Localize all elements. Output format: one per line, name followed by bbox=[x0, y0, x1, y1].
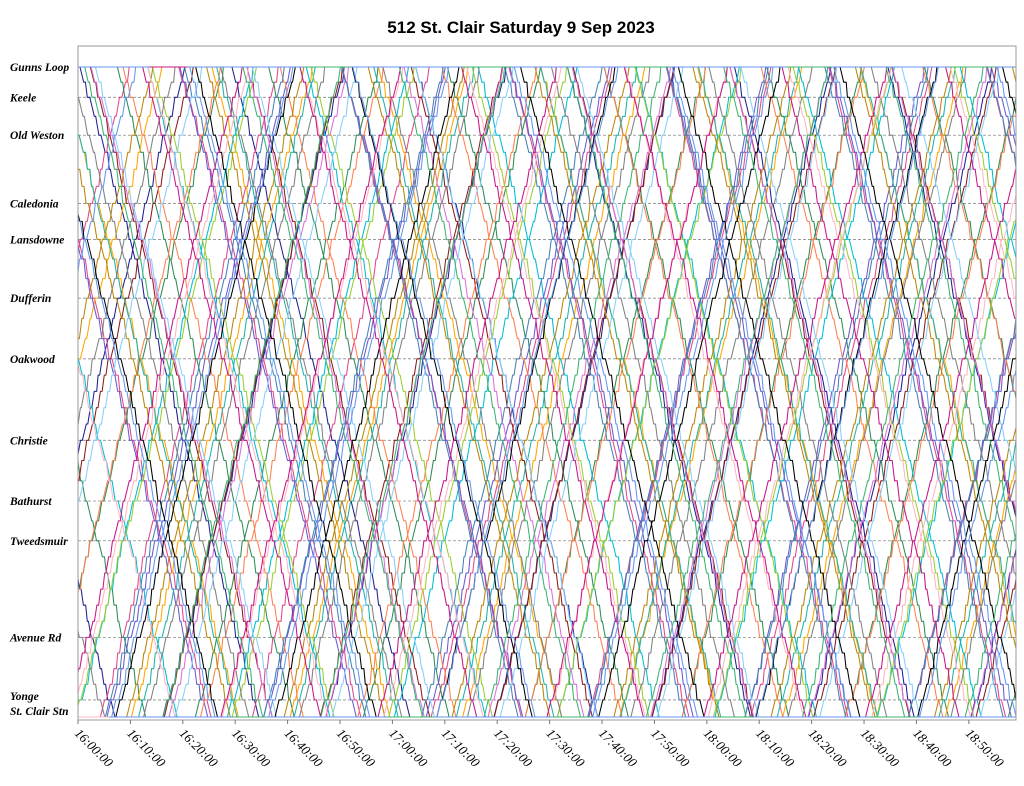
x-tick-label: 16:20:00 bbox=[177, 726, 222, 771]
station-label: Oakwood bbox=[10, 354, 55, 366]
station-labels: Gunns Loop Keele Old Weston Caledonia Lansdo… bbox=[9, 62, 69, 718]
trip-line bbox=[78, 66, 1016, 718]
x-tick-label: 17:40:00 bbox=[596, 726, 641, 771]
x-tick-label: 18:40:00 bbox=[910, 726, 955, 771]
trip-line bbox=[78, 66, 1016, 718]
trip-line bbox=[78, 66, 1016, 718]
x-tick-label: 16:10:00 bbox=[124, 726, 169, 771]
station-label: Gunns Loop bbox=[10, 62, 69, 74]
x-tick-label: 16:30:00 bbox=[229, 726, 274, 771]
x-tick-label: 18:20:00 bbox=[806, 726, 851, 771]
x-tick-label: 18:00:00 bbox=[701, 726, 746, 771]
x-tick-label: 16:40:00 bbox=[281, 726, 326, 771]
x-tick-label: 18:30:00 bbox=[858, 726, 903, 771]
trip-lines bbox=[78, 66, 1016, 718]
station-label: Christie bbox=[10, 435, 48, 447]
x-tick-label: 17:10:00 bbox=[439, 726, 484, 771]
x-tick-label: 17:20:00 bbox=[491, 726, 536, 771]
station-label: Avenue Rd bbox=[9, 632, 61, 644]
x-tick-label: 17:00:00 bbox=[386, 726, 431, 771]
station-label: Tweedsmuir bbox=[10, 536, 68, 548]
x-tick-label: 18:10:00 bbox=[753, 726, 798, 771]
x-tick-label: 16:00:00 bbox=[72, 726, 117, 771]
plot-frame bbox=[77, 45, 1017, 721]
station-label: Dufferin bbox=[9, 293, 51, 305]
x-tick-label: 17:30:00 bbox=[543, 726, 588, 771]
station-label: Keele bbox=[9, 92, 36, 104]
station-label: Bathurst bbox=[9, 496, 52, 508]
station-label: Lansdowne bbox=[9, 234, 64, 246]
station-label: Old Weston bbox=[10, 130, 64, 142]
station-label: Yonge bbox=[10, 691, 39, 703]
time-tick-labels: 16:00:00 16:10:00 16:20:00 16:30:00 16:40:00… bbox=[72, 720, 1007, 770]
x-tick-label: 17:50:00 bbox=[648, 726, 693, 771]
station-label: St. Clair Stn bbox=[10, 706, 69, 718]
station-label: Caledonia bbox=[10, 198, 59, 210]
trip-line bbox=[78, 66, 1016, 718]
chart-title: 512 St. Clair Saturday 9 Sep 2023 bbox=[387, 18, 654, 37]
x-tick-label: 16:50:00 bbox=[334, 726, 379, 771]
x-tick-label: 18:50:00 bbox=[963, 726, 1008, 771]
trip-line bbox=[78, 66, 1016, 718]
